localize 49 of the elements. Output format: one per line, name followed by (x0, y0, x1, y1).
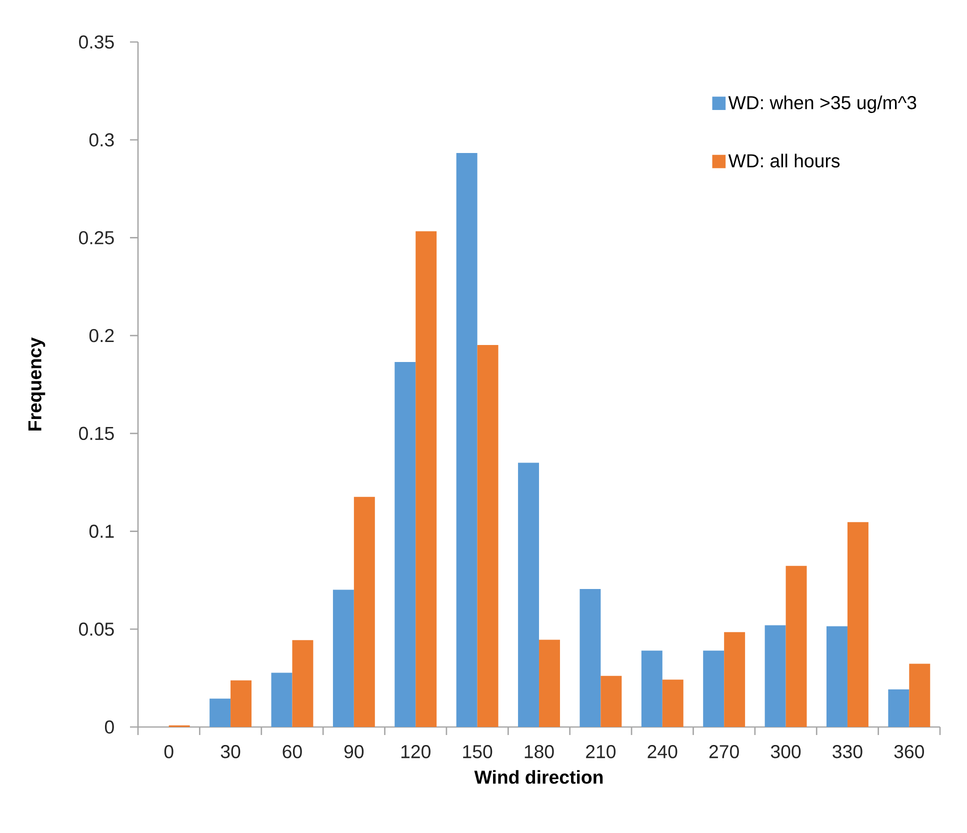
x-axis-title: Wind direction (474, 770, 603, 784)
legend-label: WD: when >35 ug/m^3 (728, 96, 916, 113)
bar (847, 522, 868, 727)
bar (477, 344, 498, 727)
bar (826, 626, 848, 727)
bar (394, 362, 416, 727)
bar (271, 672, 292, 727)
bar (600, 676, 622, 727)
x-tick-label: 30 (220, 745, 240, 758)
bar (888, 689, 910, 727)
bar (230, 680, 252, 727)
x-tick-label: 270 (709, 745, 739, 758)
x-tick-label: 330 (832, 745, 862, 758)
bar (354, 496, 375, 727)
y-tick-label: 0 (104, 720, 114, 734)
y-tick-label: 0.35 (79, 35, 114, 49)
bar (764, 625, 786, 727)
bar (724, 632, 746, 727)
bar (210, 698, 231, 727)
bar (332, 590, 354, 727)
x-tick-label: 90 (344, 745, 364, 758)
x-tick-label: 360 (894, 745, 924, 758)
bar (662, 680, 684, 727)
x-tick-label: 300 (770, 745, 801, 758)
bar (456, 152, 478, 727)
x-tick-label: 210 (586, 745, 616, 758)
bar (909, 664, 930, 727)
bar (641, 650, 662, 727)
y-tick-label: 0.1 (89, 524, 114, 538)
bar (703, 650, 724, 727)
y-axis-title: Frequency (28, 337, 46, 430)
y-tick-label: 0.3 (89, 133, 114, 146)
y-tick-label: 0.15 (79, 426, 114, 440)
bar (539, 640, 560, 727)
bar (786, 566, 807, 727)
bar (580, 589, 601, 727)
bar (518, 462, 540, 727)
x-tick-label: 240 (648, 745, 678, 758)
bar (416, 231, 437, 727)
bar (292, 640, 314, 727)
y-tick-label: 0.05 (79, 622, 114, 636)
x-tick-label: 150 (463, 745, 492, 758)
x-tick-label: 60 (282, 745, 302, 758)
x-tick-label: 0 (164, 745, 174, 758)
legend-label: WD: all hours (728, 154, 840, 168)
y-tick-label: 0.25 (79, 231, 114, 244)
x-tick-label: 180 (524, 745, 554, 758)
y-tick-label: 0.2 (89, 328, 114, 342)
x-tick-label: 120 (401, 745, 430, 758)
